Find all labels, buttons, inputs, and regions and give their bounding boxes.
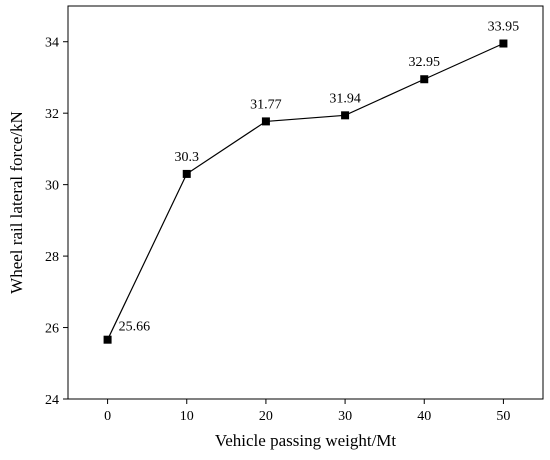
y-tick-label: 32	[45, 107, 59, 122]
data-label: 32.95	[409, 55, 441, 70]
data-point-marker	[103, 335, 112, 344]
x-tick-label: 0	[104, 409, 111, 424]
x-tick-label: 40	[417, 409, 431, 424]
y-tick-label: 24	[45, 393, 59, 408]
data-label: 33.95	[488, 20, 520, 35]
plot-border	[67, 5, 544, 400]
y-axis-ticks: 24 26 28 30 32 34	[45, 36, 68, 408]
data-point-marker	[182, 169, 191, 178]
x-tick-label: 30	[338, 409, 352, 424]
x-tick-label: 10	[180, 409, 194, 424]
x-tick-label: 50	[496, 409, 510, 424]
x-axis-ticks: 0 10 20 30 40 50	[104, 399, 510, 424]
y-axis-title: Wheel rail lateral force/kN	[7, 111, 26, 294]
data-point-marker	[261, 117, 270, 126]
data-label: 30.3	[175, 150, 200, 165]
y-tick-label: 26	[45, 322, 59, 337]
data-label: 31.94	[329, 91, 361, 106]
plot-frame	[67, 5, 544, 400]
data-point-marker	[341, 111, 350, 120]
x-axis-title: Vehicle passing weight/Mt	[215, 431, 397, 450]
data-point-marker	[499, 39, 508, 48]
x-tick-label: 20	[259, 409, 273, 424]
data-label: 31.77	[250, 97, 282, 112]
data-label: 25.66	[119, 320, 151, 335]
data-point-marker	[420, 75, 429, 84]
series-group: 25.66 30.3 31.77 31.94 32.95 33.95	[103, 20, 520, 344]
y-tick-label: 28	[45, 250, 59, 265]
y-tick-label: 34	[45, 36, 59, 51]
y-tick-label: 30	[45, 179, 59, 194]
series-line	[107, 42, 504, 340]
